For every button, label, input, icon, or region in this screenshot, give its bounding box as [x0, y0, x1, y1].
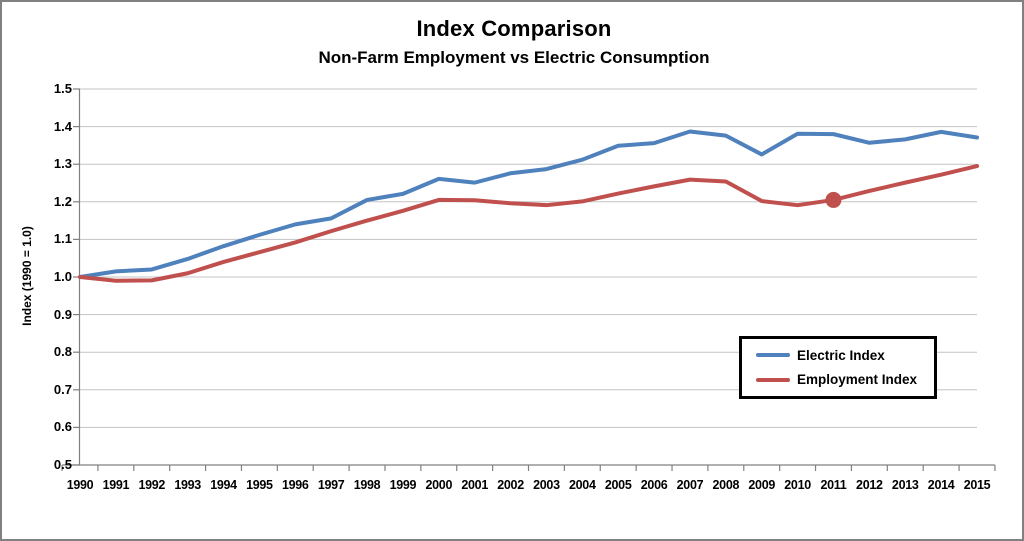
chart-title: Index Comparison: [416, 16, 612, 41]
x-tick-label: 1998: [353, 478, 381, 492]
x-tick-label: 2003: [533, 478, 560, 492]
x-tick-label: 1995: [246, 478, 273, 492]
y-tick-label: 1.5: [53, 81, 72, 96]
employment-line: [78, 164, 979, 283]
y-tick-label: 0.6: [53, 419, 72, 435]
x-tick-label: 2010: [784, 478, 811, 492]
x-tick-label: 2007: [676, 478, 704, 492]
x-tick-label: 1991: [102, 478, 130, 492]
x-tick-label: 2011: [820, 478, 847, 492]
x-tick-label: 2009: [748, 478, 776, 492]
y-tick-label: 1.0: [53, 269, 72, 284]
x-tick-label: 2006: [640, 478, 668, 492]
x-tick-label: 2005: [604, 478, 632, 492]
employment-line-swatch: [756, 377, 790, 382]
y-tick-label: 0.9: [53, 306, 72, 322]
y-tick-label: 1.4: [53, 118, 72, 134]
x-tick-label: 1999: [389, 478, 417, 492]
x-tick-label: 2004: [569, 478, 596, 492]
legend-item-electric: Electric Index: [756, 348, 934, 363]
chart-subtitle: Non-Farm Employment vs Electric Consumpt…: [318, 48, 710, 67]
y-tick-label: 0.8: [53, 344, 72, 360]
x-tick-label: 2002: [497, 478, 524, 492]
x-tick-label: 1990: [66, 478, 94, 492]
x-tick-label: 2000: [425, 478, 453, 492]
x-tick-label: 2012: [856, 478, 883, 492]
y-tick-label: 1.3: [53, 156, 72, 172]
legend-label-employment: Employment Index: [797, 372, 918, 388]
legend: Electric Index Employment Index: [739, 336, 937, 399]
y-tick-label: 1.2: [53, 193, 72, 209]
legend-item-employment: Employment Index: [756, 372, 934, 387]
legend-label-electric: Electric Index: [797, 347, 885, 363]
x-tick-label: 1996: [281, 478, 309, 492]
employment-2011-marker: [825, 191, 842, 208]
x-tick-label: 1994: [210, 478, 237, 492]
x-tick-label: 2015: [963, 478, 991, 492]
x-tick-label: 1997: [317, 478, 345, 492]
x-tick-label: 2014: [927, 478, 955, 492]
x-tick-label: 2013: [891, 478, 919, 492]
y-tick-label: 0.5: [53, 457, 72, 472]
x-tick-label: 2008: [712, 478, 740, 492]
x-tick-label: 1992: [138, 478, 166, 492]
x-tick-label: 2001: [461, 478, 488, 492]
y-tick-label: 1.1: [53, 231, 72, 247]
electric-line-swatch: [756, 353, 790, 358]
electric-line: [78, 129, 979, 279]
x-tick-label: 1993: [174, 478, 201, 492]
y-tick-label: 0.7: [53, 381, 72, 397]
